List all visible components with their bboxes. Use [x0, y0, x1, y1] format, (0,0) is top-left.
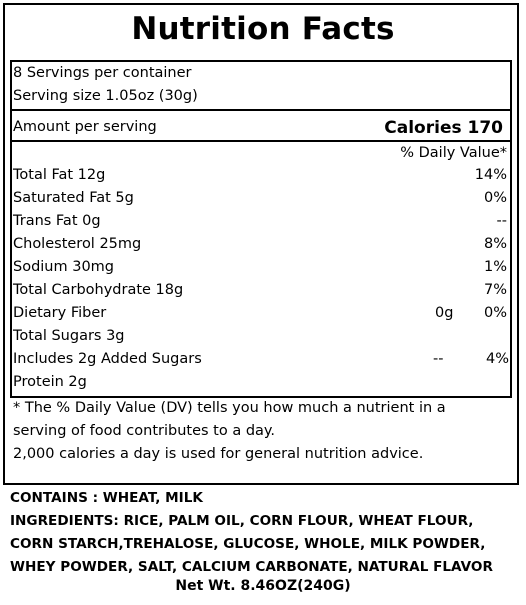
nutrient-dv: --	[496, 213, 507, 229]
ingredients-line: WHEY POWDER, SALT, CALCIUM CARBONATE, NA…	[10, 559, 493, 575]
nutrient-label: Protein 2g	[13, 374, 87, 390]
nutrient-dv: 7%	[483, 282, 507, 298]
left-border-nutrients	[10, 140, 12, 397]
left-border-calories	[10, 109, 12, 140]
nutrient-label: Total Fat 12g	[13, 167, 106, 183]
footnote-line: * The % Daily Value (DV) tells you how m…	[13, 400, 446, 416]
nutrient-dv: 14%	[474, 167, 507, 183]
right-border-nutrients	[510, 140, 512, 397]
calories-divider	[10, 140, 512, 142]
nutrient-label: Cholesterol 25mg	[13, 236, 142, 252]
net-weight: Net Wt. 8.46OZ(240G)	[175, 578, 351, 594]
amount-per-serving: Amount per serving	[13, 119, 157, 135]
ingredients-line: CORN STARCH,TREHALOSE, GLUCOSE, WHOLE, M…	[10, 536, 486, 552]
footnote-line: 2,000 calories a day is used for general…	[13, 446, 424, 462]
nutrient-label: Trans Fat 0g	[13, 213, 101, 229]
daily-value-header: % Daily Value*	[400, 145, 507, 161]
nutrient-dv: 0%	[483, 305, 507, 321]
nutrient-dv: 0%	[483, 190, 507, 206]
nutrient-dv: 8%	[483, 236, 507, 252]
title-divider	[10, 60, 512, 62]
left-border-serving	[10, 60, 12, 110]
nutrient-label: Total Sugars 3g	[13, 328, 125, 344]
nutrient-amount: --	[433, 351, 444, 367]
footnote-divider	[10, 396, 512, 398]
ingredients-line: INGREDIENTS: RICE, PALM OIL, CORN FLOUR,…	[10, 513, 474, 529]
allergen-statement: CONTAINS : WHEAT, MILK	[10, 490, 203, 506]
panel-title: Nutrition Facts	[131, 11, 395, 47]
nutrient-label: Total Carbohydrate 18g	[13, 282, 184, 298]
footnote-line: serving of food contributes to a day.	[13, 423, 276, 439]
serving-divider	[10, 109, 512, 111]
nutrient-label: Dietary Fiber	[13, 305, 107, 321]
nutrient-label: Saturated Fat 5g	[13, 190, 134, 206]
right-border-calories	[510, 109, 512, 140]
nutrient-dv: 4%	[485, 351, 509, 367]
calories: Calories 170	[384, 118, 503, 138]
serving-size: Serving size 1.05oz (30g)	[13, 88, 198, 104]
nutrient-label: Includes 2g Added Sugars	[13, 351, 202, 367]
right-border-serving	[510, 60, 512, 110]
product-info: CONTAINS : WHEAT, MILK INGREDIENTS: RICE…	[10, 487, 520, 579]
nutrition-facts-panel: Nutrition Facts 8 Servings per container…	[3, 3, 519, 485]
nutrient-label: Sodium 30mg	[13, 259, 115, 275]
servings-per-container: 8 Servings per container	[13, 65, 192, 81]
nutrient-amount: 0g	[435, 305, 454, 321]
nutrient-dv: 1%	[483, 259, 507, 275]
